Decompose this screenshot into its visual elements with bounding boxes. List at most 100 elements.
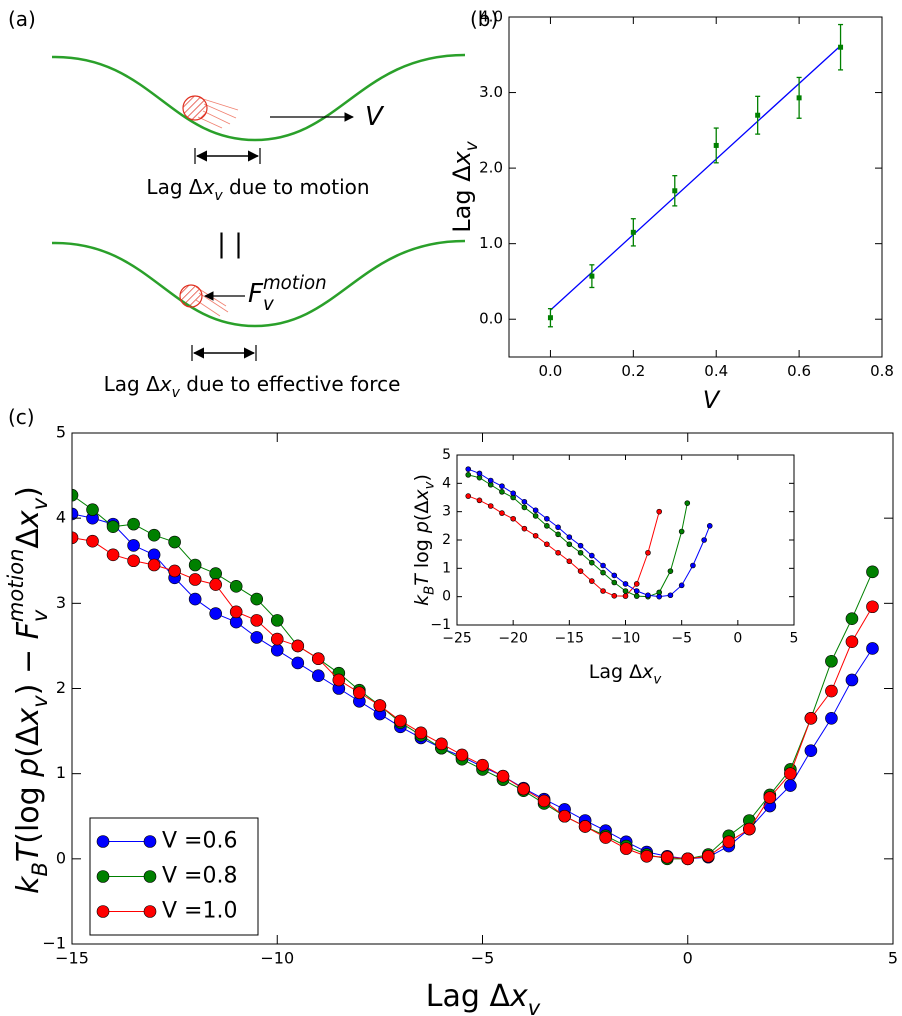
marker: [250, 631, 264, 644]
label-part: log: [411, 533, 433, 574]
y-tick-label: 5: [442, 447, 451, 463]
marker: [866, 642, 879, 655]
point: [755, 112, 761, 118]
label-part: v: [423, 480, 438, 489]
caption: Lag Δxv due to effective force: [104, 372, 401, 401]
y-tick-label: 3: [56, 593, 66, 612]
marker: [465, 493, 472, 499]
label-part: motion: [263, 273, 327, 294]
marker: [476, 497, 483, 504]
marker: [784, 779, 797, 792]
x-tick-label: 0.6: [787, 362, 811, 380]
marker: [566, 541, 573, 548]
marker: [544, 541, 550, 548]
y-tick-label: 3: [442, 504, 451, 520]
potential-curve: [51, 239, 466, 328]
legend-label: V =1.0: [162, 899, 237, 924]
marker: [476, 758, 489, 772]
marker: [127, 554, 140, 568]
marker: [499, 510, 505, 516]
marker: [168, 535, 181, 549]
label-part: F: [11, 621, 46, 639]
label-part: v: [28, 695, 52, 708]
marker: [496, 769, 510, 783]
label-part: v: [528, 996, 541, 1016]
marker: [106, 548, 120, 562]
label-part: (log: [11, 777, 46, 844]
marker: [72, 507, 79, 521]
y-axis-label: Lag Δxv: [448, 140, 481, 233]
x-tick-label: 0.0: [539, 362, 563, 380]
marker: [656, 593, 663, 600]
marks: [547, 23, 844, 328]
label-part: V: [703, 386, 721, 414]
label-part: Lag Δ: [104, 372, 160, 396]
marker: [866, 565, 879, 579]
x-tick-label: 0: [683, 949, 693, 968]
label-part: p: [11, 758, 46, 778]
panel-a: (a) V Lag Δxv due to motion | | Fvmotion…: [8, 7, 466, 401]
y-tick-label: 2.0: [479, 159, 503, 177]
label-part: v: [28, 497, 52, 510]
marker: [332, 673, 346, 687]
marker: [209, 567, 222, 580]
marker: [532, 532, 539, 539]
label-part: k: [411, 594, 433, 606]
label-part: x: [11, 707, 46, 726]
marker: [510, 490, 516, 497]
marker: [690, 562, 696, 569]
marker: [86, 503, 99, 516]
point: [630, 229, 636, 235]
marker: [250, 592, 264, 606]
marker: [555, 531, 561, 538]
motion-streaks: [195, 97, 239, 317]
marker: [499, 489, 505, 495]
marker: [537, 794, 551, 808]
y-tick-label: 4: [56, 508, 66, 527]
series-line: [72, 537, 873, 860]
marker: [701, 537, 707, 543]
x-tick-label: −25: [442, 630, 472, 646]
x-axis-label: Lag Δxv: [589, 661, 663, 688]
y-tick-label: 4: [442, 475, 451, 491]
marker: [701, 849, 715, 863]
label-part: Lag Δ: [448, 165, 476, 233]
point: [672, 188, 678, 194]
marker: [706, 523, 713, 529]
marker: [599, 831, 612, 844]
particle: [179, 284, 203, 308]
legend-marker: [143, 835, 157, 848]
particle: [182, 95, 208, 121]
x-tick-label: −10: [260, 949, 294, 968]
marker: [510, 515, 516, 522]
x-tick-label: −5: [471, 949, 495, 968]
marker: [394, 714, 407, 728]
marker: [633, 588, 640, 594]
marker: [188, 592, 202, 606]
marker: [640, 849, 654, 863]
marker: [72, 531, 79, 545]
axes-frame: [508, 16, 883, 358]
x-axis-label: V: [703, 386, 721, 414]
y-tick-label: −1: [430, 617, 451, 633]
label-part: Lag Δ: [589, 661, 642, 683]
label-part: Lag Δ: [426, 979, 511, 1014]
label-part: B: [28, 862, 52, 876]
marker: [660, 850, 674, 864]
marks: V =0.6 V =0.8 V =1.0: [72, 488, 879, 936]
y-tick-label: 1: [56, 763, 66, 782]
y-tick-label: 1: [442, 560, 451, 576]
x-tick-label: −15: [555, 630, 585, 646]
marker: [291, 656, 305, 670]
marker: [825, 654, 838, 668]
x-tick-label: 0.2: [621, 362, 645, 380]
y-axis-label: kBT(log p(Δxv) − FvmotionΔxv): [4, 486, 52, 894]
label-part: x: [202, 175, 215, 199]
axes-frame: [456, 454, 795, 626]
marker: [455, 748, 469, 762]
marker: [577, 568, 584, 574]
marker: [168, 564, 181, 578]
marker: [291, 639, 305, 653]
y-tick-label: 4.0: [479, 8, 503, 26]
marker: [555, 549, 561, 556]
